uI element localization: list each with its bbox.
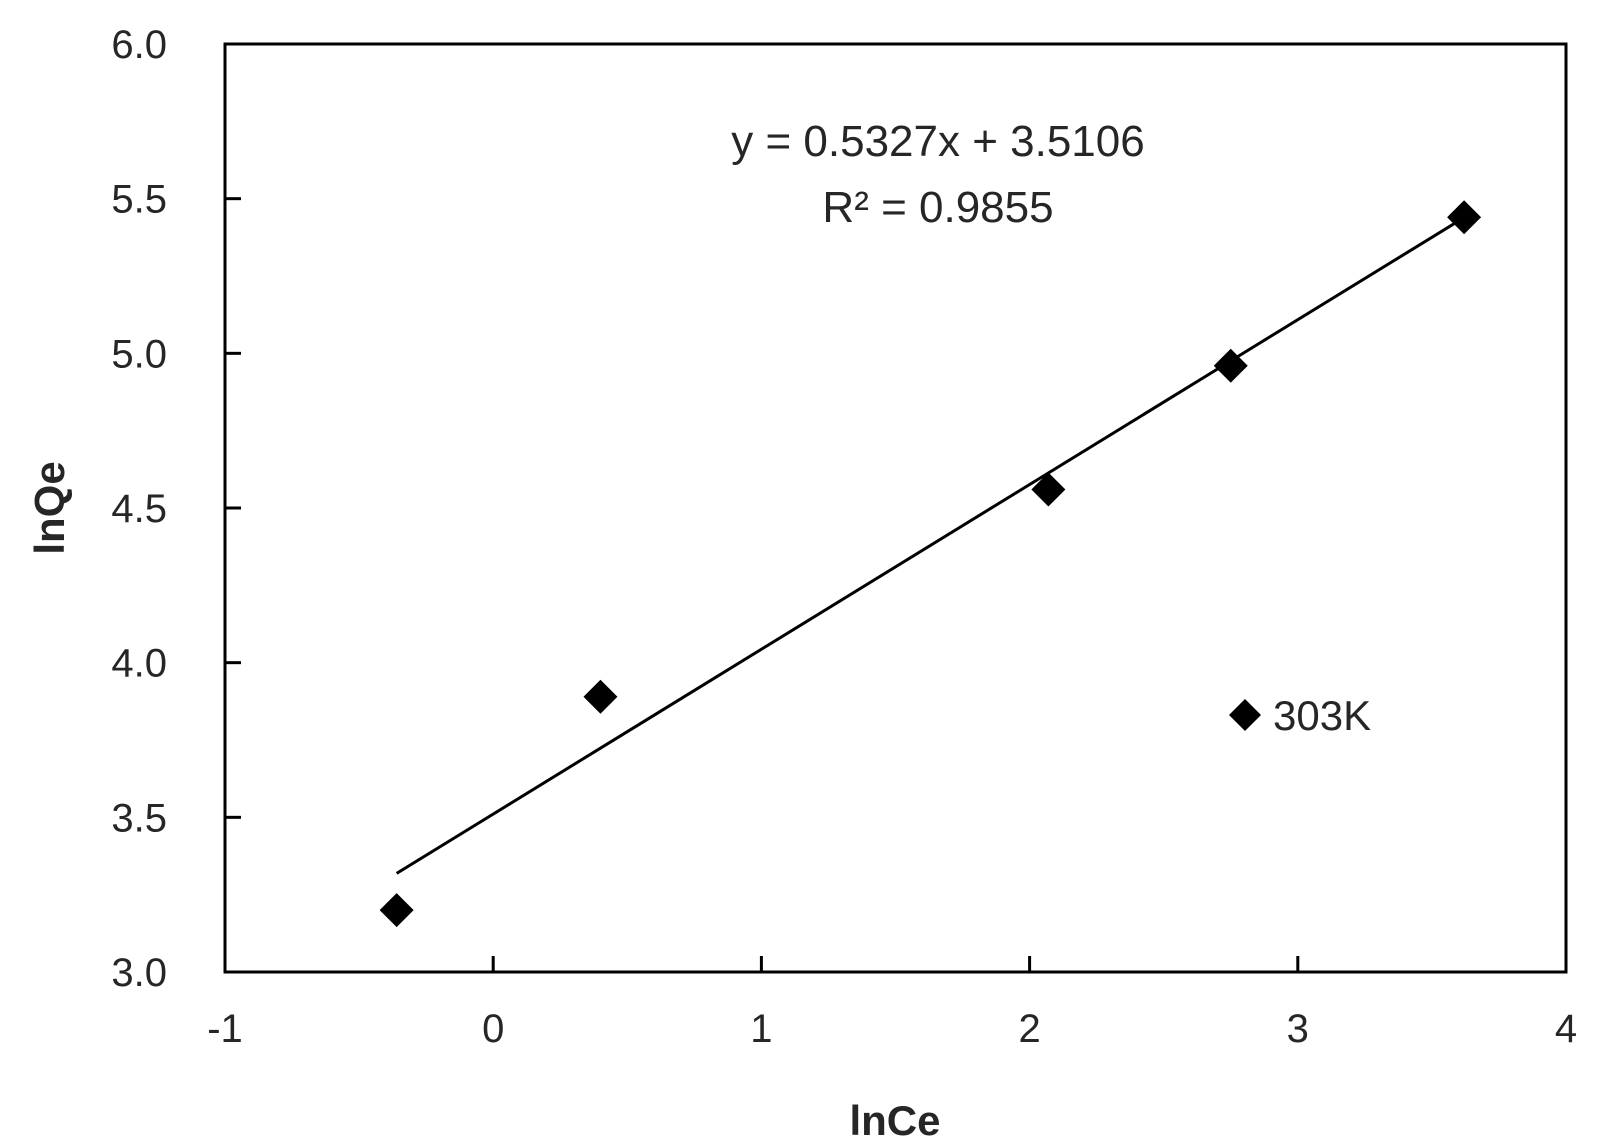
x-tick-label: 4 [1555, 1007, 1577, 1051]
linear-trendline [395, 216, 1465, 875]
r-squared-label: R² = 0.9855 [822, 183, 1053, 232]
y-tick-label: 6.0 [111, 23, 167, 67]
data-point [583, 679, 618, 714]
data-point [1213, 348, 1248, 383]
y-tick-label: 3.0 [111, 951, 167, 995]
x-tick-label: 2 [1018, 1007, 1040, 1051]
y-tick-label: 5.5 [111, 178, 167, 222]
data-point [1447, 200, 1482, 235]
data-point [379, 893, 414, 928]
x-axis-tick-labels: -1 0 1 2 3 4 [207, 1007, 1577, 1051]
x-axis-ticks [223, 956, 1568, 972]
y-axis-ticks [225, 42, 241, 974]
legend-diamond-marker [1229, 699, 1261, 731]
y-tick-label: 5.0 [111, 332, 167, 376]
trendline-equation: y = 0.5327x + 3.5106 [731, 117, 1144, 166]
data-points [379, 200, 1482, 928]
y-tick-label: 3.5 [111, 796, 167, 840]
x-tick-label: 3 [1287, 1007, 1309, 1051]
x-tick-label: 0 [482, 1007, 504, 1051]
y-axis-title: lnQe [26, 461, 73, 554]
x-tick-label: 1 [750, 1007, 772, 1051]
data-point [1031, 472, 1066, 507]
x-axis-title: lnCe [849, 1097, 940, 1144]
legend-label: 303K [1273, 692, 1371, 739]
y-tick-label: 4.0 [111, 642, 167, 686]
y-axis-tick-labels: 3.0 3.5 4.0 4.5 5.0 5.5 6.0 [111, 23, 167, 995]
x-tick-label: -1 [207, 1007, 243, 1051]
y-tick-label: 4.5 [111, 487, 167, 531]
